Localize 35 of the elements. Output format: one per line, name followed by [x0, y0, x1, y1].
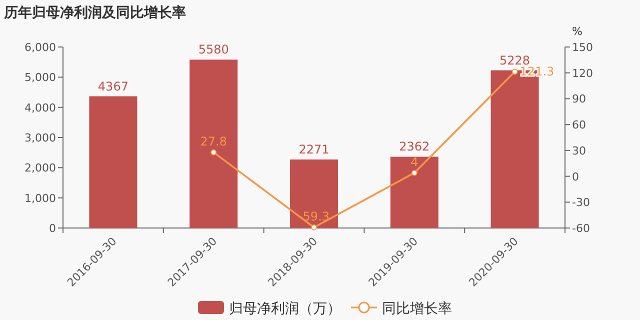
point [210, 149, 217, 156]
legend-label: 同比增长率 [382, 301, 452, 317]
chart-title: 历年归母净利润及同比增长率 [3, 4, 186, 21]
bar [390, 156, 438, 228]
point [311, 224, 317, 230]
y2-tick-label: 30 [572, 144, 586, 158]
y-tick-label: 5,000 [24, 71, 56, 84]
y2-tick-label: 60 [572, 118, 586, 132]
data-label: 4367 [98, 79, 128, 94]
y2-tick-label: 120 [572, 66, 593, 80]
data-label: 27.8 [200, 134, 227, 148]
data-label: 5580 [198, 42, 229, 57]
y-tick-label: 6,000 [24, 41, 56, 54]
y2-tick-label: 0 [572, 170, 579, 184]
bar [190, 60, 238, 228]
y-tick-label: 3,000 [24, 132, 56, 144]
y-tick-label: 2,000 [24, 162, 56, 175]
y2-tick-label: 150 [572, 41, 593, 54]
bar [89, 96, 138, 228]
y-tick-label: 0 [49, 222, 56, 235]
legend-label: 归母净利润（万） [229, 301, 341, 317]
y2-tick-label: -30 [572, 196, 590, 210]
data-label: 2271 [298, 142, 330, 156]
y2-tick-label: -60 [572, 222, 590, 235]
data-label: 2362 [399, 140, 430, 154]
point [411, 170, 418, 176]
y-tick-label: 1,000 [24, 192, 56, 205]
y2-axis-title: % [572, 25, 582, 38]
point [512, 68, 518, 75]
data-label: 5228 [500, 53, 530, 68]
data-label: 4 [410, 154, 418, 169]
y2-tick-label: 90 [572, 92, 586, 106]
y-tick-label: 4,000 [24, 101, 56, 114]
bar [290, 159, 338, 228]
data-label: 121.3 [520, 64, 554, 79]
